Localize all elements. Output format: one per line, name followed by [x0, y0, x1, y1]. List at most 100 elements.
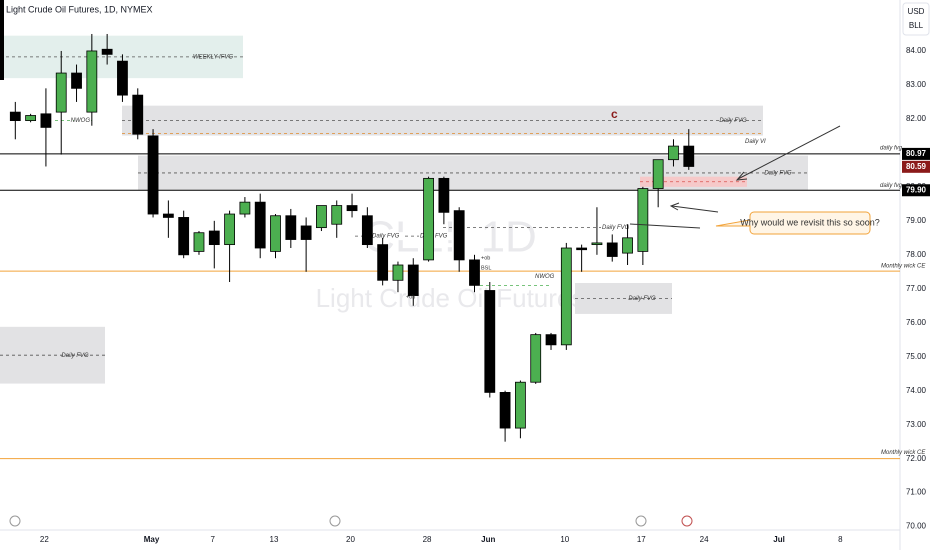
x-tick-label: 20: [346, 535, 355, 544]
y-tick-label: 76.00: [906, 318, 927, 327]
candle-body: [40, 113, 52, 128]
label-bg: [601, 223, 635, 232]
level-label: daily fvg: [880, 183, 903, 189]
zone: [0, 326, 105, 384]
candle-body: [117, 60, 128, 96]
candle-body: [147, 135, 159, 215]
candle-body: [254, 201, 266, 249]
candle-body: [239, 201, 251, 215]
candle-body: [300, 225, 312, 240]
candle-body: [484, 290, 496, 393]
level-label: daily fvg: [880, 145, 903, 151]
label-bg: [371, 232, 405, 241]
label-bg: [74, 116, 91, 125]
candle-body: [162, 213, 174, 218]
candle-body: [652, 159, 664, 189]
candle-body: [71, 72, 82, 89]
candle-body: [469, 259, 480, 286]
zone-label: Daily FVG: [628, 296, 656, 302]
y-tick-label: 77.00: [906, 284, 927, 293]
zone-label: Daily FVG: [719, 118, 747, 124]
candle-body: [515, 381, 526, 429]
arrow: [629, 223, 701, 229]
candle-body: [606, 242, 618, 257]
overlay: Why would we revisit this so soon? c +ob…: [9, 107, 880, 527]
y-tick-label: 82.00: [906, 114, 927, 123]
x-tick-label: Jun: [481, 535, 495, 544]
price-tag: [902, 184, 930, 197]
candle-body: [270, 215, 281, 252]
x-tick-label: Jul: [773, 535, 785, 544]
x-tick-label: 8: [838, 535, 843, 544]
event-icon: [329, 515, 341, 527]
price-tag: [902, 147, 930, 160]
candle-body: [208, 230, 220, 246]
candle-body: [9, 111, 21, 122]
y-tick-label: 70.00: [906, 522, 927, 531]
y-tick-label: 75.00: [906, 352, 927, 361]
candle-body: [392, 264, 404, 281]
candle-body: [530, 334, 542, 383]
candle-body: [361, 215, 373, 246]
x-tick-label: 7: [211, 535, 216, 544]
currency: USD: [908, 7, 925, 16]
level-label: Daily FVG: [602, 225, 630, 231]
zone-label: Daily FVG: [764, 171, 792, 177]
y-tick-label: 78.00: [906, 250, 927, 259]
level-label: Daily VI: [745, 139, 766, 145]
unit-box: [902, 2, 930, 36]
event-icon: [635, 515, 647, 527]
event-icon: [9, 515, 21, 527]
x-tick-label: 17: [637, 535, 646, 544]
level-label: NWOG: [535, 274, 555, 280]
level-label: Monthly wick CE: [881, 264, 926, 270]
callout-text: Why would we revisit this so soon?: [740, 217, 880, 227]
y-tick-label: 72.00: [906, 454, 927, 463]
y-tick-label: 73.00: [906, 420, 927, 429]
candle-body: [591, 242, 603, 246]
x-tick-label: 22: [40, 535, 49, 544]
candle-body: [423, 177, 434, 261]
candle-body: [25, 115, 37, 122]
callout-box: [715, 211, 871, 235]
candle-body: [316, 205, 327, 229]
candle-body: [86, 50, 98, 113]
icon: c: [611, 107, 618, 121]
y-tick-label: 79.00: [906, 216, 927, 225]
price-tag-label: 79.90: [906, 185, 927, 194]
candle-body: [576, 247, 588, 251]
candle-body: [55, 72, 67, 113]
unit: BLL: [909, 21, 924, 30]
arrow-head: [735, 171, 748, 181]
candle-body: [560, 247, 572, 346]
candle-body: [178, 217, 190, 256]
chart-title: Light Crude Oil Futures, 1D, NYMEX: [6, 4, 153, 14]
x-tick-label: 10: [560, 535, 569, 544]
candle-body: [193, 232, 205, 252]
x-tick-label: 13: [270, 535, 279, 544]
y-tick-label: 83.00: [906, 80, 927, 89]
annotation: +ob: [406, 294, 415, 300]
price-tag: [902, 160, 930, 173]
partial-candle: [0, 0, 4, 80]
candle-body: [545, 334, 557, 346]
candles: [9, 33, 695, 442]
event-icon: [681, 515, 693, 527]
candle-body: [331, 205, 343, 225]
candle-body: [438, 177, 450, 213]
candle-body: [683, 145, 695, 167]
candle-body: [668, 145, 679, 161]
level-label: Daily FVG: [372, 234, 400, 240]
candle-body: [346, 205, 358, 212]
x-tick-label: 24: [700, 535, 709, 544]
arrow-head: [669, 202, 680, 211]
candle-body: [377, 244, 389, 281]
candle-body: [453, 210, 465, 261]
label-bg: [419, 232, 453, 241]
zone: [640, 176, 747, 187]
zone-label: WEEKLY IFVG: [193, 54, 233, 60]
candle-body: [285, 215, 297, 240]
candle-body: [132, 94, 144, 135]
zones: WEEKLY IFVG Daily FVG Daily FVG Daily FVG Da…: [0, 35, 808, 384]
